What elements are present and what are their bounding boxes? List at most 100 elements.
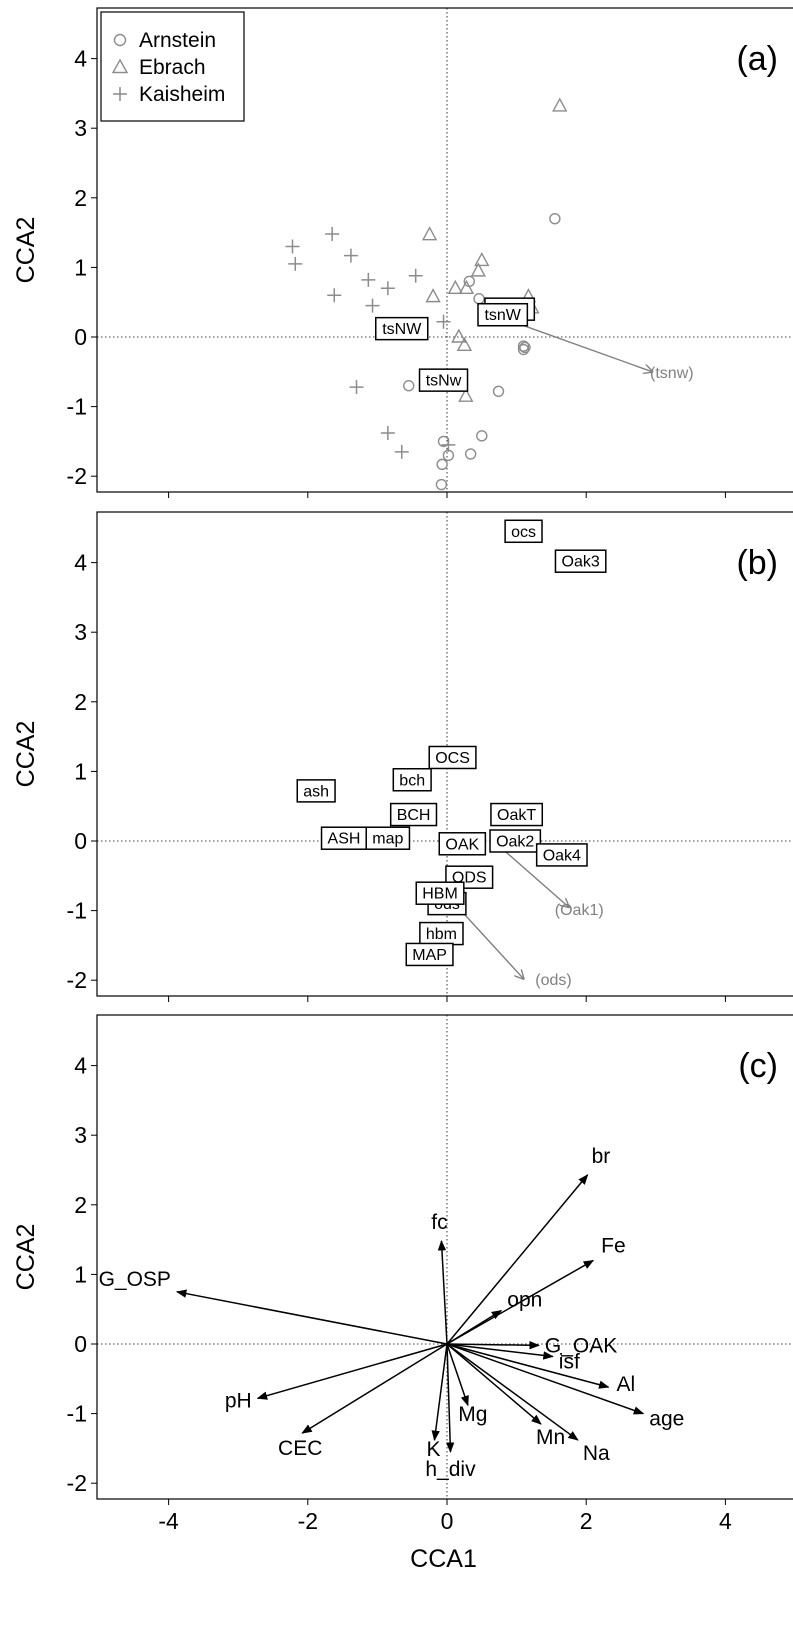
label-box: [489, 829, 542, 853]
x-tick-label: 0: [441, 1508, 454, 1534]
label-text: (tsnw): [650, 365, 694, 382]
biplot-vector-fe: [446, 1259, 595, 1345]
point-ebrach: [425, 288, 441, 303]
panel-letter: (b): [736, 544, 778, 582]
label-text: MAP: [412, 947, 447, 964]
vector-arrow: [500, 847, 569, 907]
biplot-vector-g_osp: [175, 1289, 448, 1345]
point-kaisheim: [365, 298, 380, 313]
label-text: BCH: [397, 807, 431, 824]
point-kaisheim: [327, 288, 342, 303]
point-arnstein: [473, 293, 485, 305]
legend-label: Kaisheim: [139, 83, 225, 106]
legend-label: Arnstein: [139, 29, 216, 52]
x-tick-label: -2: [298, 1508, 318, 1534]
y-tick-label: 2: [74, 689, 87, 715]
biplot-vector-ph: [256, 1343, 448, 1400]
label-text: bch: [399, 772, 425, 789]
point-kaisheim: [394, 444, 409, 459]
y-tick-label: 4: [74, 1053, 87, 1079]
label-text: ASH: [328, 831, 361, 848]
biplot-vector-al: [446, 1343, 610, 1389]
vector-label: h_div: [425, 1458, 476, 1481]
legend-marker-circle: [113, 33, 127, 47]
label-text: tsNW: [382, 321, 422, 338]
label-text: hbm: [426, 926, 457, 943]
y-tick-label: 4: [74, 46, 87, 72]
label-box: [418, 368, 469, 392]
vector-label: G_OAK: [545, 1334, 617, 1357]
point-arnstein: [549, 212, 561, 225]
y-tick-label: -2: [67, 1470, 87, 1496]
y-tick-label: -1: [67, 1401, 87, 1427]
point-arnstein: [517, 340, 530, 352]
label-box: [405, 942, 454, 967]
vector-label: Al: [616, 1373, 635, 1396]
y-axis-label: CCA2: [12, 721, 40, 788]
point-arnstein: [436, 458, 448, 471]
point-arnstein: [517, 343, 530, 356]
y-tick-label: 2: [74, 1192, 87, 1218]
biplot-vector-h_div: [445, 1343, 455, 1453]
x-tick-label: -4: [158, 1508, 179, 1534]
point-kaisheim: [343, 248, 358, 263]
vector-label: pH: [225, 1389, 252, 1412]
label-text: OakT: [497, 807, 536, 824]
vector-arrow: [516, 322, 653, 372]
y-tick-label: -1: [67, 394, 87, 420]
legend-label: Ebrach: [139, 56, 206, 79]
biplot-vector-mg: [446, 1343, 469, 1407]
vector-label: Na: [583, 1442, 610, 1465]
label-text: OCS: [435, 750, 470, 767]
biplot-vector-fc: [437, 1239, 448, 1345]
label-text: HBM: [422, 886, 458, 903]
point-kaisheim: [380, 426, 395, 441]
y-tick-label: -1: [67, 898, 87, 924]
y-tick-label: 1: [74, 254, 87, 280]
y-tick-label: 3: [74, 619, 87, 645]
point-ebrach: [474, 251, 490, 267]
biplot-vector-cec: [301, 1343, 448, 1434]
biplot-vector-k: [431, 1343, 448, 1442]
y-axis-label: CCA2: [12, 217, 40, 284]
panel-b: -2 -1 0 1 2 3 4 CCA2 (b) ocs Oak3 OCS bch ash BCH OakT A…: [12, 511, 793, 1002]
plot-frame: [96, 1014, 793, 1500]
biplot-vector-g_oak: [446, 1341, 540, 1350]
label-box: [389, 802, 438, 827]
y-tick-label: 3: [74, 115, 87, 141]
y-tick-label: 1: [74, 758, 87, 784]
label-box: [296, 779, 336, 803]
y-tick-label: 0: [74, 828, 87, 854]
point-kaisheim: [408, 268, 423, 283]
label-text: (Oak1): [555, 902, 604, 919]
vector-label: br: [592, 1145, 611, 1168]
y-tick-label: -2: [67, 463, 87, 489]
label-text: ash: [303, 783, 329, 800]
label-text: tsnW: [484, 307, 521, 324]
biplot-vector-opn: [446, 1309, 503, 1345]
biplot-vector-isf: [446, 1343, 554, 1360]
point-ebrach: [458, 279, 475, 294]
y-tick-label: 3: [74, 1122, 87, 1148]
point-kaisheim: [441, 437, 456, 452]
vector-label: Mn: [536, 1426, 565, 1449]
label-box: [428, 745, 477, 770]
label-text: Oak3: [562, 554, 600, 571]
vector-label: Fe: [601, 1234, 626, 1257]
vector-label: K: [426, 1438, 440, 1461]
y-tick-label: 0: [74, 1331, 87, 1357]
plot-frame: [96, 7, 793, 493]
point-ebrach: [456, 336, 473, 352]
point-ebrach: [552, 97, 568, 112]
point-ebrach: [447, 279, 464, 294]
label-box: [490, 802, 544, 827]
vector-label: isf: [559, 1351, 580, 1374]
label-box: [365, 826, 411, 850]
x-tick-label: 2: [580, 1508, 593, 1534]
vector-arrow: [461, 911, 523, 979]
point-kaisheim: [436, 314, 451, 329]
panel-letter: (a): [736, 40, 778, 78]
vector-label: fc: [431, 1211, 447, 1234]
point-kaisheim: [361, 272, 376, 287]
